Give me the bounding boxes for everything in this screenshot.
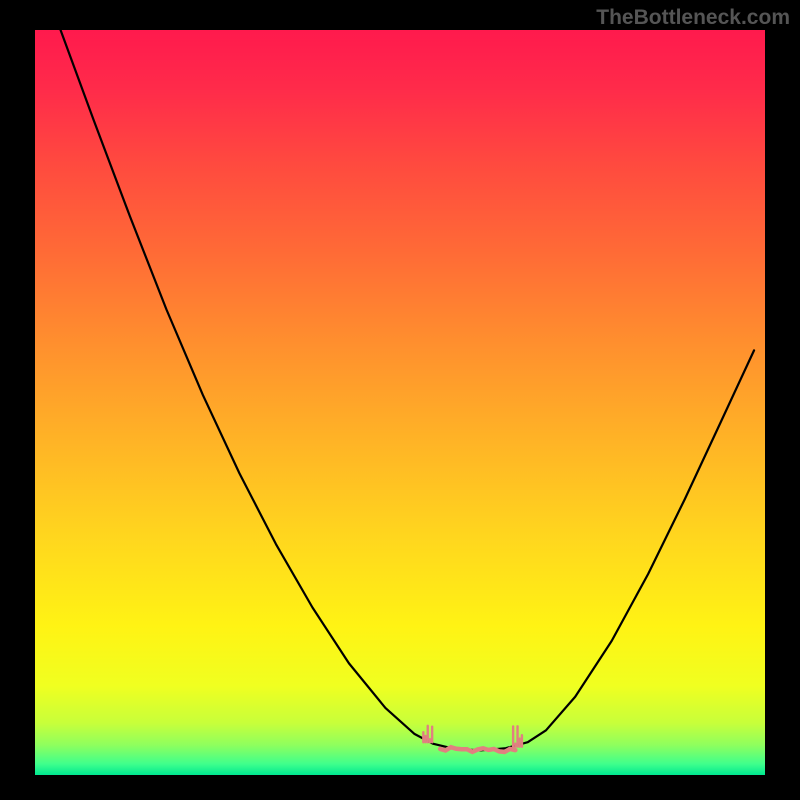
chart-container: TheBottleneck.com [0, 0, 800, 800]
gradient-background [35, 30, 765, 775]
plot-area [35, 30, 765, 775]
watermark-text: TheBottleneck.com [596, 6, 790, 30]
plot-svg [35, 30, 765, 775]
